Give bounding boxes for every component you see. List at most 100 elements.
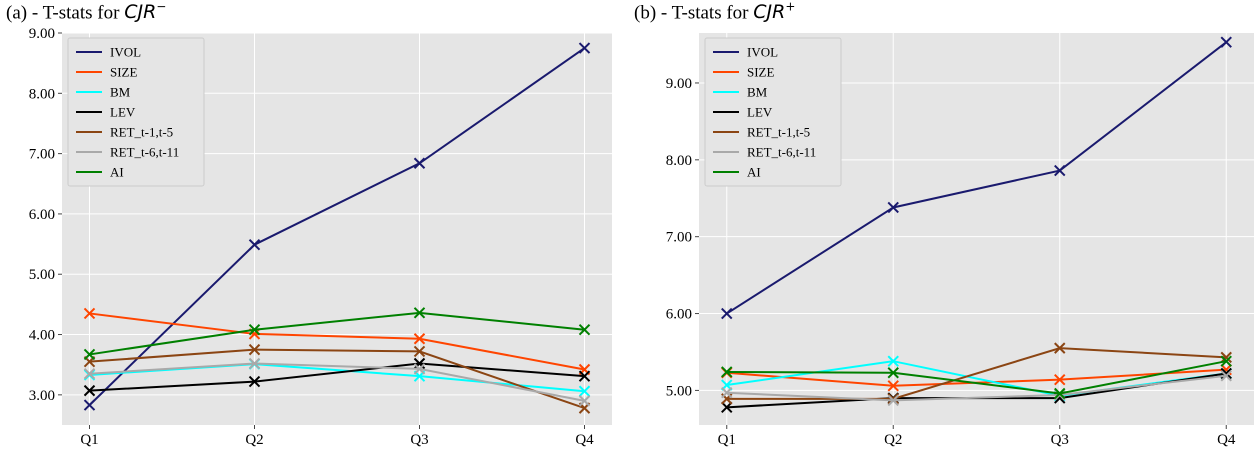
data-point <box>413 333 426 345</box>
x-tick-label: Q4 <box>575 432 594 448</box>
x-tick-label: Q4 <box>1217 432 1236 448</box>
series-line <box>89 362 585 392</box>
legend-label: RET_t-1,t-5 <box>747 125 810 140</box>
data-point <box>578 385 591 397</box>
series-line <box>88 47 586 406</box>
legend-label: RET_t-6,t-11 <box>110 145 179 160</box>
chart-panel-a: (a) - T-stats for CJR− 3.00 4.00 5.00 6.00 7… <box>0 0 628 455</box>
data-point <box>1220 370 1232 382</box>
data-point <box>721 401 733 414</box>
x-tick-label: Q1 <box>80 432 98 448</box>
y-tick-label: 9.00 <box>29 26 55 42</box>
series-ret-t-6-t-11 <box>721 370 1232 407</box>
data-point <box>248 357 261 370</box>
y-tick-label: 6.00 <box>666 307 692 323</box>
data-point <box>1220 36 1232 48</box>
legend-label: SIZE <box>110 65 138 80</box>
legend-label: BM <box>747 85 768 100</box>
x-tick-label: Q2 <box>884 432 902 448</box>
series-line <box>726 374 1227 402</box>
data-point <box>887 393 899 405</box>
chart-panel-b: (b) - T-stats for CJR+ 5.00 6.00 7.00 8.00 9… <box>628 0 1257 455</box>
series-ret-t-1-t-5 <box>83 343 591 414</box>
legend-label: AI <box>747 165 761 180</box>
series-ivol <box>721 36 1232 320</box>
legend-box <box>704 37 842 187</box>
data-point <box>413 307 426 319</box>
data-point <box>887 380 899 392</box>
series-ivol <box>83 42 591 411</box>
data-point <box>1054 387 1066 400</box>
data-point <box>83 399 96 411</box>
series-line <box>726 347 1227 400</box>
y-tick-label: 3.00 <box>29 388 55 404</box>
data-point <box>248 238 261 251</box>
data-point <box>83 384 96 397</box>
data-point <box>887 367 899 379</box>
y-tick-label: 8.00 <box>666 153 692 169</box>
series-ai <box>721 355 1232 400</box>
x-tick-label: Q1 <box>718 432 736 448</box>
data-point <box>578 370 591 382</box>
data-point <box>578 395 591 407</box>
series-line <box>726 41 1227 315</box>
legend-label: RET_t-6,t-11 <box>747 145 816 160</box>
series-lev <box>83 357 591 397</box>
legend-label: LEV <box>110 105 136 120</box>
data-point <box>721 387 733 399</box>
legend-label: AI <box>110 165 124 180</box>
series-line <box>726 360 1227 395</box>
data-point <box>1220 351 1232 364</box>
x-tick-label: Q2 <box>245 432 263 448</box>
data-point <box>721 307 733 320</box>
legend-label: IVOL <box>110 45 141 60</box>
x-tick-label: Q3 <box>410 432 428 448</box>
data-point <box>887 201 899 214</box>
series-line <box>89 362 585 402</box>
data-point <box>1054 342 1066 354</box>
series-line <box>89 348 585 410</box>
y-tick-label: 6.00 <box>29 207 55 223</box>
y-tick-label: 7.00 <box>666 230 692 246</box>
legend-label: IVOL <box>747 45 778 60</box>
data-point <box>248 324 261 336</box>
chart-svg-a: 3.00 4.00 5.00 6.00 7.00 8.00 9.00 Q1 Q2 Q3 Q4 IVOL… <box>29 26 612 448</box>
data-point <box>887 355 899 367</box>
data-point <box>1054 164 1066 177</box>
y-tick-label: 4.00 <box>29 328 55 344</box>
x-tick-label: Q3 <box>1051 432 1069 448</box>
y-tick-label: 5.00 <box>666 383 692 399</box>
chart-svg-b: 5.00 6.00 7.00 8.00 9.00 Q1 Q2 Q3 Q4 IVOL SIZE BM LE… <box>666 33 1254 448</box>
legend-label: SIZE <box>747 65 775 80</box>
data-point <box>578 324 591 336</box>
legend-label: RET_t-1,t-5 <box>110 125 173 140</box>
data-point <box>248 375 261 388</box>
legend-b: IVOL SIZE BM LEV RET_t-1,t-5 RET_t-6,t-11 AI <box>704 37 842 187</box>
legend-label: BM <box>110 85 131 100</box>
data-point <box>578 42 591 54</box>
y-tick-label: 9.00 <box>666 76 692 92</box>
chart-title-a: (a) - T-stats for CJR− <box>6 0 167 24</box>
data-point <box>413 157 426 169</box>
data-point <box>1054 373 1066 386</box>
series-line <box>89 311 585 356</box>
y-tick-label: 7.00 <box>29 147 55 163</box>
data-point <box>83 307 96 320</box>
data-point <box>1220 355 1232 367</box>
series-line <box>89 312 585 371</box>
y-tick-label: 5.00 <box>29 267 55 283</box>
series-ret-t-6-t-11 <box>83 357 591 407</box>
series-ai <box>83 307 591 361</box>
data-point <box>887 394 899 407</box>
data-point <box>248 343 261 356</box>
legend-label: LEV <box>747 105 773 120</box>
y-tick-label: 8.00 <box>29 86 55 102</box>
data-point <box>83 348 96 361</box>
data-point <box>413 345 426 358</box>
chart-title-b: (b) - T-stats for CJR+ <box>634 0 796 24</box>
legend-box <box>67 37 205 187</box>
data-point <box>1054 389 1066 401</box>
legend-a: IVOL SIZE BM LEV RET_t-1,t-5 RET_t-6,t-11 AI <box>67 37 205 187</box>
data-point <box>83 368 96 380</box>
data-point <box>721 366 733 378</box>
